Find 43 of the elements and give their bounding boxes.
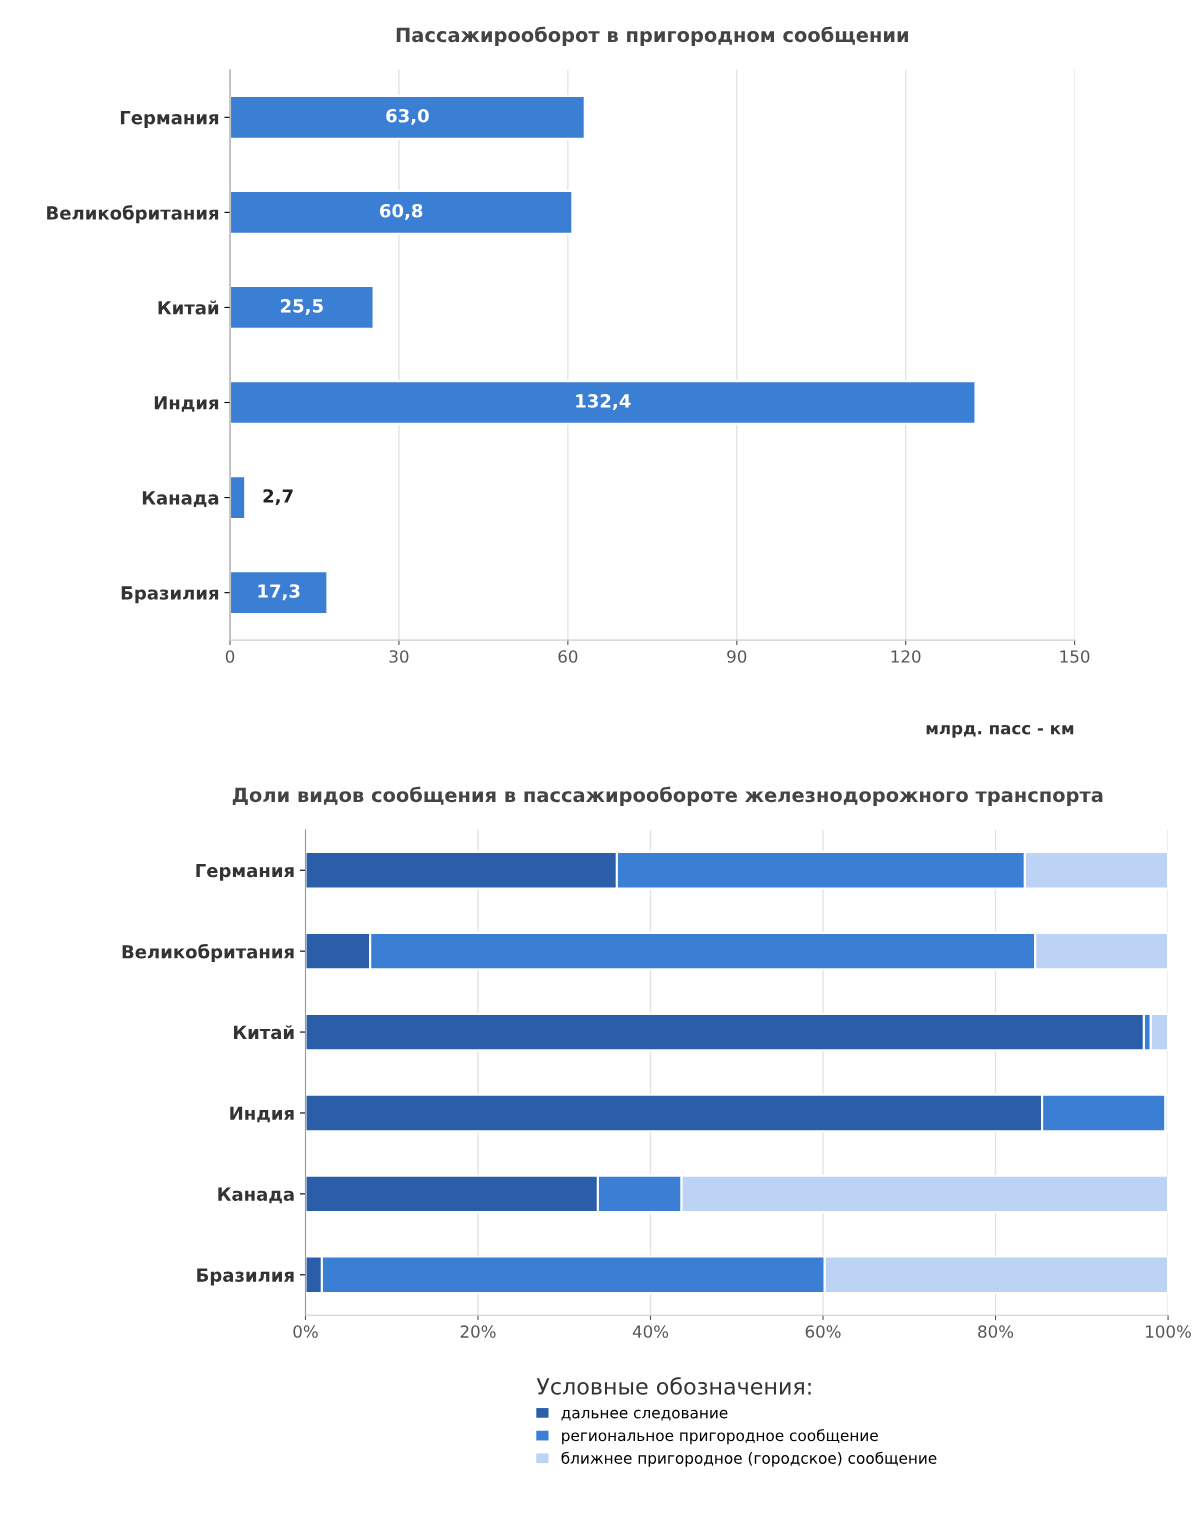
y-tick-label: Бразилия <box>121 586 219 604</box>
x-tick-label: 60% <box>805 1325 841 1338</box>
x-tick-label: 150 <box>1060 650 1090 663</box>
x-axis-title: млрд. пасс - км <box>926 724 1074 738</box>
data-label: 132,4 <box>576 394 631 411</box>
bar <box>230 475 247 521</box>
legend-label: ближнее пригородное (городское) сообщение <box>561 1451 937 1467</box>
bar <box>230 189 574 235</box>
legend-title: Условные обозначения: <box>536 1377 811 1395</box>
data-label: 25,5 <box>280 299 323 315</box>
x-tick-label: 40% <box>632 1325 669 1338</box>
legend-label: региональное пригородное сообщение <box>562 1429 878 1445</box>
y-tick-label: Индия <box>154 396 219 412</box>
y-tick-label: Канада <box>142 491 219 507</box>
bar <box>230 380 977 425</box>
chart-title: Пассажирооборот в пригородном сообщении <box>396 26 908 47</box>
y-tick-label: Индия <box>230 1106 294 1123</box>
bar <box>230 570 329 616</box>
x-tick-label: 0 <box>225 650 235 663</box>
y-tick-label: Китай <box>158 300 219 315</box>
legend-label: дальнее следование <box>561 1409 728 1421</box>
data-label: 2,7 <box>263 489 293 506</box>
data-label: 60,8 <box>380 203 423 220</box>
y-tick-label: Канада <box>218 1187 294 1204</box>
x-tick-label: 100% <box>1146 1325 1191 1338</box>
y-tick-label: Германия <box>120 111 219 128</box>
x-tick-label: 60 <box>558 650 578 663</box>
bar <box>230 94 586 140</box>
y-tick-label: Бразилия <box>197 1268 294 1286</box>
bar <box>230 285 375 330</box>
data-label: 17,3 <box>258 584 300 601</box>
y-tick-label: Китай <box>234 1025 294 1040</box>
data-label: 63,0 <box>386 108 429 125</box>
x-tick-label: 0% <box>293 1325 318 1338</box>
y-tick-label: Великобритания <box>47 205 219 224</box>
chart-title: Доли видов сообщения в пассажирообороте железнодорожного транспорта <box>232 786 1103 807</box>
x-tick-label: 20% <box>460 1325 496 1338</box>
y-tick-label: Великобритания <box>122 944 294 963</box>
x-tick-label: 120 <box>891 650 921 663</box>
x-tick-label: 90 <box>727 650 747 663</box>
x-tick-label: 30 <box>389 650 409 663</box>
x-tick-label: 80% <box>978 1325 1014 1338</box>
y-tick-label: Германия <box>196 863 294 881</box>
